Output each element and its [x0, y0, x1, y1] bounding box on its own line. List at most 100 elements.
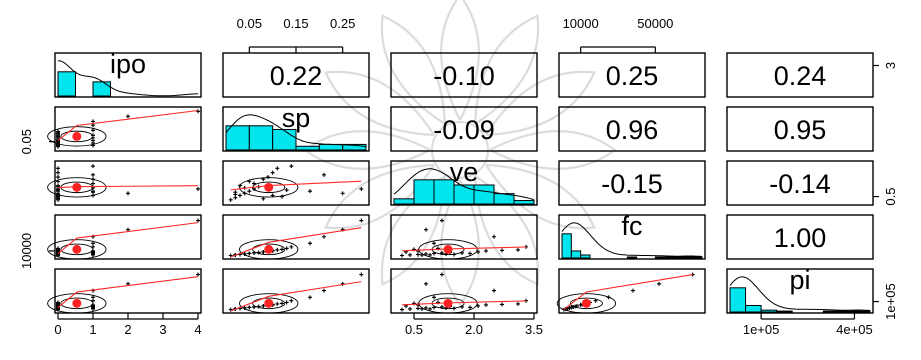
smooth-line	[57, 222, 199, 254]
correlation-value: -0.15	[601, 169, 663, 199]
panel-frame	[222, 160, 370, 206]
tick-label: 0.15	[283, 16, 308, 31]
smooth-line	[230, 281, 362, 312]
panel-frame	[558, 106, 706, 152]
panel-pi-ve	[390, 268, 538, 314]
scatter-point	[196, 272, 200, 277]
panel-fc-ipo	[47, 214, 202, 260]
scatter-point	[261, 249, 266, 254]
density-curve	[57, 60, 199, 97]
scatter-point	[91, 164, 95, 169]
mean-point	[264, 298, 274, 308]
watermark-petal	[485, 70, 596, 137]
panel-grid: ipo 0.22 -0.10 0.25 0.24 sp -0.09 0.96 0.95 ve -0.…	[47, 49, 874, 314]
scatter-point	[196, 218, 200, 223]
smooth-line	[57, 109, 199, 141]
panel-frame	[558, 160, 706, 206]
scatter-point	[56, 170, 60, 175]
scatter-point	[126, 227, 130, 232]
scatter-point	[284, 188, 289, 193]
scatter-point	[440, 218, 444, 223]
scatter-point	[440, 272, 444, 277]
scatter-point	[492, 288, 496, 293]
correlation-ellipse	[60, 243, 94, 256]
hist-bar	[248, 125, 274, 151]
scatter-point	[484, 302, 488, 307]
watermark-petal	[440, 179, 480, 307]
scatter-point	[432, 241, 436, 246]
scatter-point	[308, 189, 312, 194]
hist-bar	[760, 309, 778, 313]
panel-frame	[558, 52, 706, 98]
density-curve	[225, 114, 367, 148]
hist-bar	[654, 256, 666, 259]
panel-frame	[390, 106, 538, 152]
correlation-value: 1.00	[774, 223, 827, 253]
hist-bar	[92, 81, 111, 97]
scatter-point	[56, 194, 60, 199]
variable-label-sp: sp	[282, 103, 311, 133]
tick-label: 10000	[563, 16, 599, 31]
scatter-point	[408, 252, 412, 257]
panel-ipo-fc: 0.25	[558, 52, 706, 98]
hist-bar	[853, 310, 871, 313]
correlation-value: 0.22	[270, 61, 323, 91]
correlation-ellipse	[47, 126, 107, 147]
hist-bar	[473, 184, 495, 205]
scatter-point	[261, 303, 266, 308]
correlation-ellipse	[60, 297, 94, 310]
correlation-ellipse	[239, 293, 299, 314]
scatter-point	[196, 109, 200, 114]
tick-label: 3	[159, 322, 166, 337]
panel-ipo-pi: 0.24	[726, 52, 874, 98]
hist-bar	[838, 310, 855, 313]
hist-bar	[664, 256, 675, 259]
scatter-point	[424, 227, 428, 232]
scatter-point	[424, 305, 428, 310]
mean-point	[72, 298, 82, 308]
outer-axes: 0.05 0.15 0.25 10000 50000 0 1 2 3 4 0.5 2.0 3.5 1e+0…	[19, 16, 898, 337]
tick-label: 4e+05	[836, 322, 873, 337]
scatter-point	[289, 164, 294, 169]
scatter-point	[247, 251, 252, 256]
watermark-petal	[473, 14, 540, 125]
scatter-point	[266, 175, 270, 180]
tick-label: 0	[54, 322, 61, 337]
tick-label: 1e+05	[743, 322, 780, 337]
tick-label: 1e+05	[883, 283, 898, 320]
hist-bar	[393, 198, 415, 205]
mean-point	[443, 244, 453, 254]
scatter-point	[247, 189, 252, 194]
hist-bar	[580, 254, 591, 259]
panel-pi-ipo	[47, 268, 202, 314]
tick-label: 10000	[19, 233, 34, 269]
panel-frame	[222, 268, 370, 314]
scatter-point	[247, 305, 252, 310]
panel-fc-fc: fc	[558, 211, 706, 260]
correlation-ellipse	[239, 239, 299, 260]
scatter-point	[91, 128, 95, 133]
panel-pi-sp	[222, 268, 370, 314]
panel-ve-ipo	[47, 160, 202, 206]
hist-bar	[413, 179, 435, 205]
scatter-point	[196, 186, 200, 191]
tick-label: 3	[883, 62, 898, 69]
scatter-point	[424, 281, 428, 286]
scatter-point	[468, 251, 472, 256]
scatter-point	[400, 253, 404, 258]
scatter-point	[359, 186, 364, 191]
correlation-ellipse	[239, 177, 299, 198]
panel-frame	[390, 268, 538, 314]
tick-label: 0.5	[405, 322, 423, 337]
scatter-point	[56, 175, 60, 180]
scatter-point	[630, 288, 635, 293]
correlation-ellipse	[47, 177, 107, 198]
panel-sp-sp: sp	[222, 103, 370, 152]
tick-label: 3.5	[525, 322, 543, 337]
panel-ve-pi: -0.14	[726, 160, 874, 206]
correlation-value: -0.09	[433, 115, 495, 145]
tick-label: 50000	[637, 16, 673, 31]
watermark-petal	[440, 0, 480, 121]
scatter-point	[308, 241, 312, 246]
